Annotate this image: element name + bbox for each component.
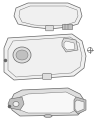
Polygon shape [62, 38, 78, 52]
Polygon shape [8, 97, 24, 110]
Polygon shape [10, 88, 84, 116]
FancyBboxPatch shape [46, 26, 53, 31]
Polygon shape [64, 41, 75, 50]
Bar [62, 24, 72, 29]
Polygon shape [4, 34, 86, 80]
Ellipse shape [16, 50, 28, 60]
Polygon shape [14, 3, 82, 29]
Polygon shape [18, 92, 78, 113]
Polygon shape [75, 100, 84, 112]
Ellipse shape [13, 102, 19, 107]
Ellipse shape [13, 47, 31, 63]
FancyBboxPatch shape [43, 74, 51, 79]
Ellipse shape [44, 114, 52, 117]
Polygon shape [74, 97, 86, 114]
